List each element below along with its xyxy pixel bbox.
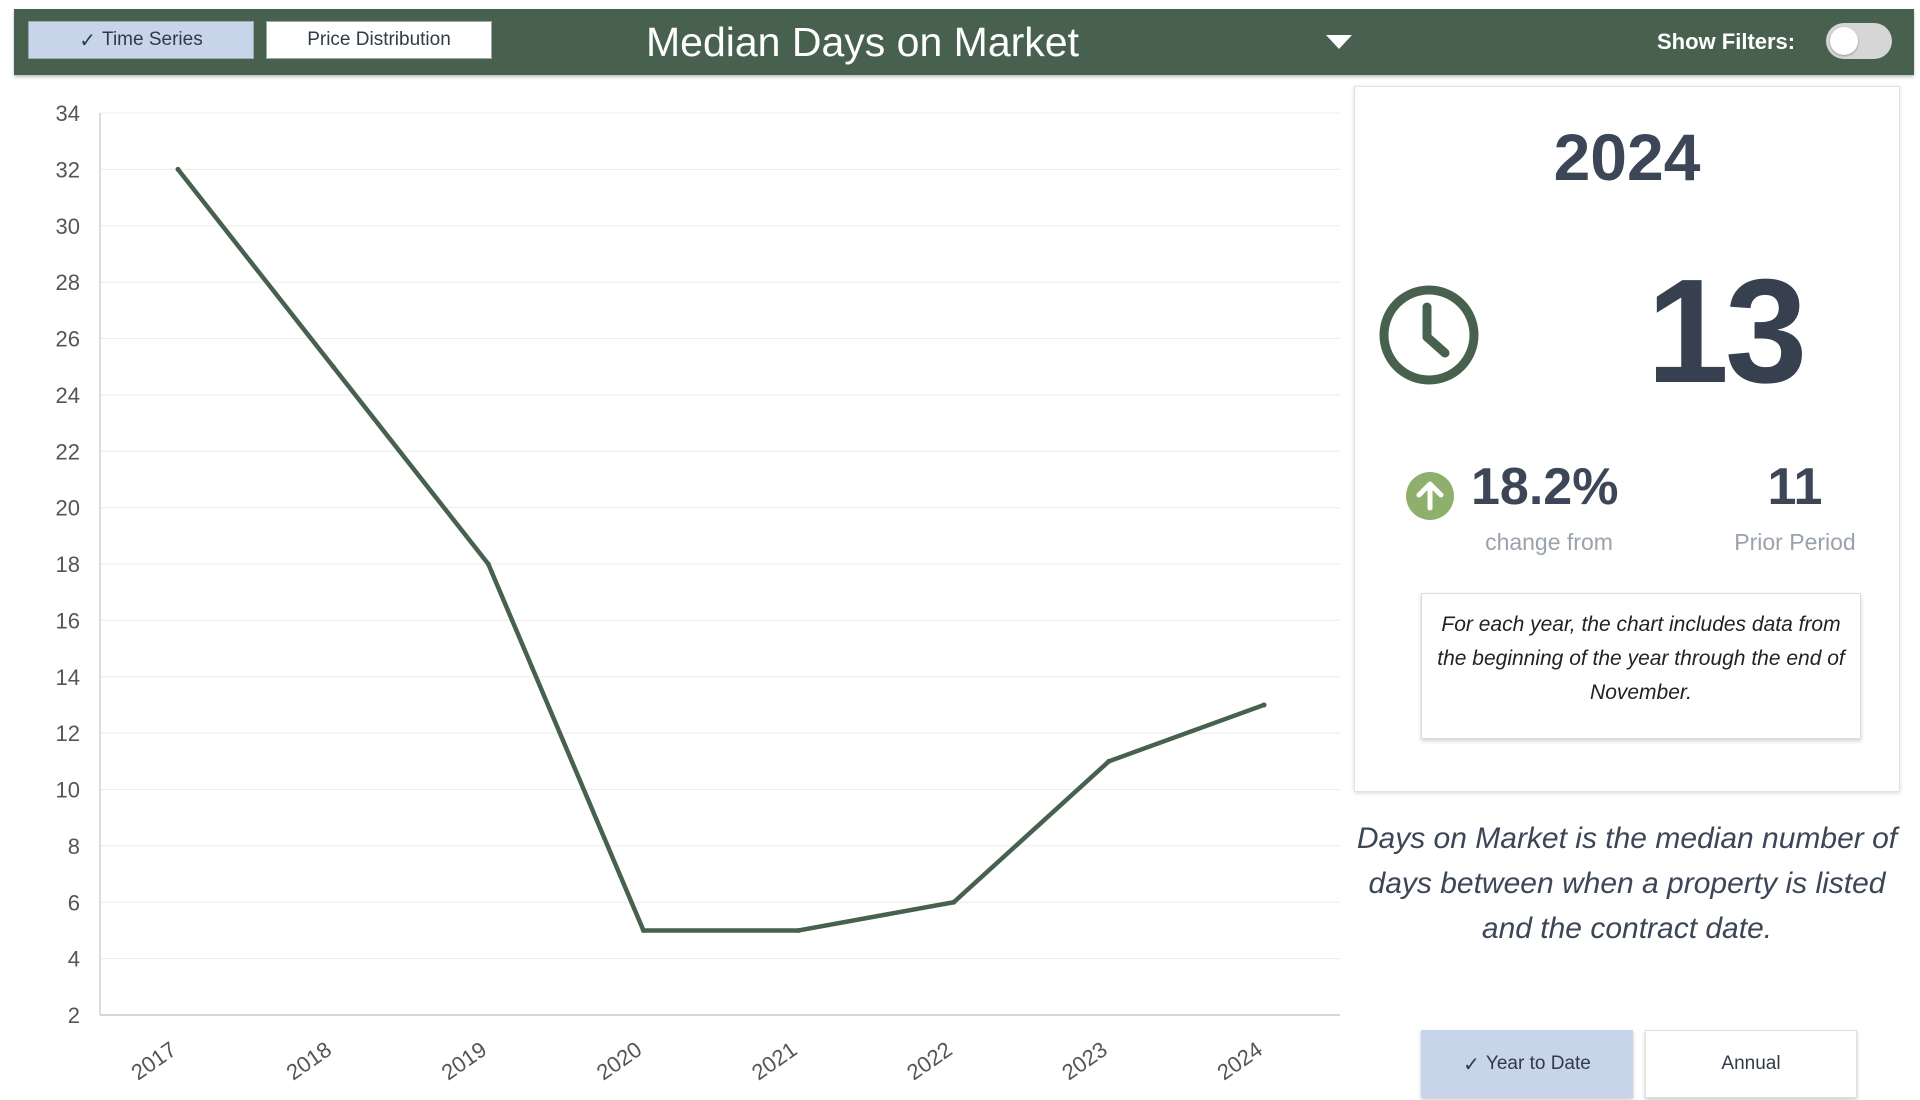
year-to-date-button[interactable]: ✓ Year to Date xyxy=(1421,1030,1633,1098)
x-tick-label: 2020 xyxy=(592,1037,646,1086)
y-tick-label: 32 xyxy=(56,157,80,182)
prior-period-value: 11 xyxy=(1767,458,1823,516)
y-tick-label: 34 xyxy=(56,101,80,126)
header-bar: ✓ Time Series Price Distribution Median … xyxy=(14,9,1914,75)
y-tick-label: 26 xyxy=(56,327,80,352)
tab-price-distribution[interactable]: Price Distribution xyxy=(266,21,492,59)
x-tick-label: 2023 xyxy=(1057,1037,1111,1086)
annual-label: Annual xyxy=(1721,1053,1781,1074)
show-filters-label: Show Filters: xyxy=(1657,29,1796,54)
y-tick-label: 30 xyxy=(56,214,80,239)
data-point xyxy=(796,927,802,933)
y-tick-label: 10 xyxy=(56,778,80,803)
y-tick-label: 16 xyxy=(56,608,80,633)
data-point xyxy=(175,166,181,172)
x-tick-label: 2018 xyxy=(282,1037,336,1086)
prior-period-label: Prior Period xyxy=(1734,529,1856,555)
data-point xyxy=(1261,702,1267,708)
y-tick-label: 14 xyxy=(56,665,80,690)
page-title: Median Days on Market xyxy=(646,19,1079,65)
y-tick-label: 22 xyxy=(56,439,80,464)
x-tick-label: 2017 xyxy=(126,1037,180,1086)
arrow-up-icon xyxy=(1406,472,1454,520)
x-tick-label: 2022 xyxy=(902,1037,956,1086)
y-tick-label: 2 xyxy=(68,1003,80,1028)
year-to-date-label: Year to Date xyxy=(1485,1053,1591,1074)
data-point xyxy=(640,927,646,933)
toggle-knob xyxy=(1830,27,1858,55)
tab-time-series-label: Time Series xyxy=(102,29,203,50)
clock-icon xyxy=(1379,285,1479,385)
y-tick-label: 28 xyxy=(56,270,80,295)
data-note: For each year, the chart includes data f… xyxy=(1421,593,1861,739)
tab-time-series[interactable]: ✓ Time Series xyxy=(28,21,254,59)
change-label: change from xyxy=(1485,529,1613,555)
x-tick-label: 2024 xyxy=(1212,1037,1266,1086)
summary-card: 2024 13 18.2% change from 11 Prior Perio… xyxy=(1354,86,1900,792)
data-point xyxy=(485,561,491,567)
tab-price-distribution-label: Price Distribution xyxy=(307,29,451,50)
data-point xyxy=(330,364,336,370)
x-tick-label: 2019 xyxy=(437,1037,491,1086)
y-tick-label: 6 xyxy=(68,890,80,915)
change-percent: 18.2% xyxy=(1471,458,1619,516)
metric-definition: Days on Market is the median number of d… xyxy=(1356,822,1898,945)
data-point xyxy=(951,899,957,905)
caret-down-icon[interactable] xyxy=(1326,35,1352,49)
series-line xyxy=(175,167,1267,933)
summary-value: 13 xyxy=(1646,249,1808,414)
summary-year: 2024 xyxy=(1553,120,1701,194)
y-tick-label: 4 xyxy=(68,947,80,972)
x-tick-label: 2021 xyxy=(747,1037,801,1086)
y-tick-label: 8 xyxy=(68,834,80,859)
show-filters-toggle[interactable] xyxy=(1826,23,1892,59)
check-icon: ✓ xyxy=(79,29,97,52)
check-icon: ✓ xyxy=(1463,1053,1480,1076)
data-point xyxy=(1106,758,1112,764)
annual-button[interactable]: Annual xyxy=(1645,1030,1857,1098)
y-tick-label: 20 xyxy=(56,496,80,521)
y-tick-label: 18 xyxy=(56,552,80,577)
y-tick-label: 12 xyxy=(56,721,80,746)
y-tick-label: 24 xyxy=(56,383,80,408)
